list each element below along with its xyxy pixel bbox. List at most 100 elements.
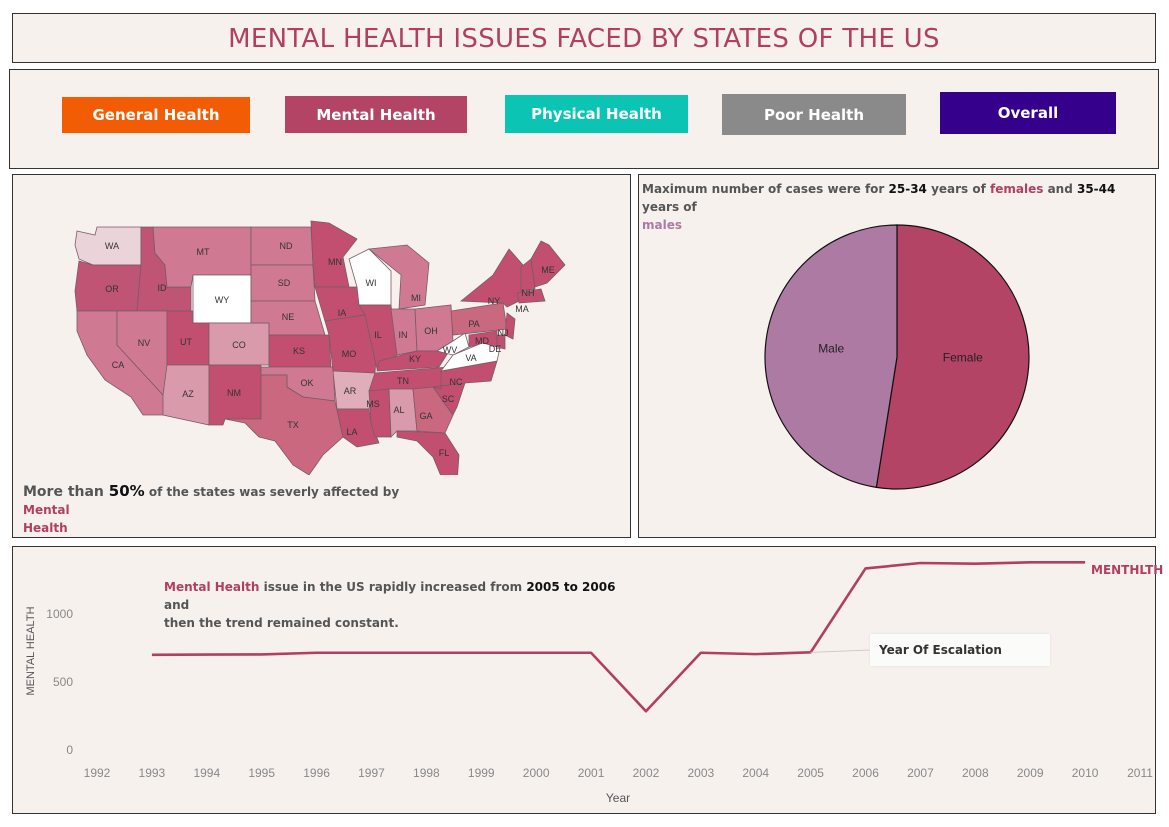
state-label-al: AL	[393, 405, 404, 415]
state-label-oh: OH	[424, 326, 438, 336]
state-label-de: DE	[489, 344, 502, 354]
state-wv[interactable]	[435, 332, 470, 356]
state-label-wy: WY	[215, 295, 230, 305]
state-label-sc: SC	[442, 394, 455, 404]
x-tick-1992: 1992	[84, 766, 111, 780]
state-label-la: LA	[346, 427, 357, 437]
general-health-label: General Health	[92, 106, 220, 124]
y-axis-label: MENTAL HEALTH	[25, 606, 37, 695]
state-label-ut: UT	[180, 337, 192, 347]
state-label-az: AZ	[182, 389, 194, 399]
x-tick-2008: 2008	[962, 766, 989, 780]
pie-slice-male[interactable]	[764, 224, 898, 489]
state-label-nc: NC	[450, 377, 463, 387]
poor-health-button[interactable]: Poor Health	[722, 94, 906, 135]
pie-note: Maximum number of cases were for 25-34 y…	[642, 182, 1116, 232]
mental-health-line-chart: 0 500 1000 1992 1993 1994 1995 1996 1997 1998 1999…	[25, 561, 1153, 805]
x-tick-2006: 2006	[852, 766, 879, 780]
state-label-va: VA	[465, 353, 476, 363]
line-note: Mental Health issue in the US rapidly in…	[164, 580, 616, 630]
line-panel: 0 500 1000 1992 1993 1994 1995 1996 1997 1998 1999…	[12, 546, 1163, 814]
x-tick-2011: 2011	[1127, 766, 1153, 780]
y-tick-0: 0	[66, 743, 73, 757]
state-label-ky: KY	[409, 354, 421, 364]
x-tick-1998: 1998	[413, 766, 440, 780]
poor-health-label: Poor Health	[763, 105, 865, 124]
state-label-ia: IA	[338, 308, 347, 318]
state-label-wv: WV	[443, 345, 458, 355]
state-label-sd: SD	[278, 278, 291, 288]
state-label-ma: MA	[515, 304, 529, 314]
state-label-nd: ND	[280, 241, 293, 251]
state-label-tn: TN	[397, 376, 409, 386]
pie-panel: Maximum number of cases were for 25-34 y…	[638, 174, 1156, 538]
state-ms[interactable]	[368, 388, 392, 438]
x-tick-1999: 1999	[468, 766, 495, 780]
state-label-ny: NY	[488, 296, 501, 306]
state-label-in: IN	[399, 330, 408, 340]
state-me[interactable]	[530, 240, 566, 288]
state-ma[interactable]	[516, 288, 546, 304]
state-nh[interactable]	[520, 258, 536, 292]
x-tick-1994: 1994	[193, 766, 220, 780]
x-tick-2003: 2003	[687, 766, 714, 780]
state-label-tx: TX	[287, 420, 299, 430]
state-label-mt: MT	[197, 247, 210, 257]
filter-panel: General Health Mental Health Physical He…	[9, 69, 1159, 169]
pie-label-female: Female	[943, 351, 983, 365]
x-tick-1993: 1993	[139, 766, 166, 780]
us-state-map: WA MT ND MN OR ID WY SD WI MI ME NH MA NY NE IA NV UT CO IL…	[74, 220, 566, 475]
state-az[interactable]	[162, 364, 210, 426]
state-label-nj: NJ	[498, 328, 509, 338]
state-label-ca: CA	[112, 360, 125, 370]
x-tick-2010: 2010	[1072, 766, 1099, 780]
state-la[interactable]	[336, 408, 380, 448]
state-label-id: ID	[158, 283, 168, 293]
state-tx[interactable]	[224, 374, 344, 475]
title-panel: MENTAL HEALTH ISSUES FACED BY STATES OF …	[12, 13, 1156, 63]
state-label-ks: KS	[293, 346, 305, 356]
x-tick-1995: 1995	[248, 766, 275, 780]
pie-label-male: Male	[818, 341, 844, 355]
map-note: More than 50% of the states was severly …	[23, 482, 400, 535]
state-label-ne: NE	[282, 312, 295, 322]
general-health-button[interactable]: General Health	[62, 97, 250, 133]
dashboard-title: MENTAL HEALTH ISSUES FACED BY STATES OF …	[228, 24, 940, 54]
x-tick-2000: 2000	[523, 766, 550, 780]
state-nj[interactable]	[504, 312, 516, 340]
state-label-ok: OK	[300, 378, 313, 388]
x-tick-2004: 2004	[742, 766, 769, 780]
state-md[interactable]	[468, 330, 498, 348]
state-mn[interactable]	[310, 220, 358, 288]
mental-health-label: Mental Health	[316, 105, 436, 124]
state-label-il: IL	[374, 330, 382, 340]
state-label-ms: MS	[366, 399, 380, 409]
state-label-wi: WI	[366, 278, 377, 288]
overall-button[interactable]: Overall	[940, 92, 1116, 134]
x-tick-2001: 2001	[578, 766, 605, 780]
state-label-ga: GA	[419, 411, 432, 421]
map-panel: WA MT ND MN OR ID WY SD WI MI ME NH MA NY NE IA NV UT CO IL…	[12, 174, 631, 538]
state-ga[interactable]	[412, 386, 454, 434]
state-mi[interactable]	[368, 244, 430, 310]
state-label-nh: NH	[522, 288, 535, 298]
mental-health-button[interactable]: Mental Health	[285, 96, 467, 133]
state-label-mi: MI	[411, 293, 421, 303]
state-fl[interactable]	[396, 430, 460, 475]
physical-health-button[interactable]: Physical Health	[505, 95, 688, 133]
gender-pie-chart: Female Male	[764, 224, 1030, 490]
state-label-or: OR	[105, 284, 119, 294]
state-label-md: MD	[475, 336, 489, 346]
state-al[interactable]	[388, 388, 418, 438]
pie-slice-female[interactable]	[875, 224, 1030, 490]
state-label-nm: NM	[227, 388, 241, 398]
state-label-ar: AR	[344, 386, 357, 396]
x-tick-2005: 2005	[797, 766, 824, 780]
state-label-pa: PA	[468, 319, 479, 329]
state-label-co: CO	[232, 340, 246, 350]
state-label-fl: FL	[439, 448, 450, 458]
series-end-label: MENTHLTH	[1091, 563, 1164, 577]
state-label-nv: NV	[138, 338, 151, 348]
x-tick-2002: 2002	[633, 766, 660, 780]
series-line-menthlth[interactable]	[151, 561, 1086, 713]
